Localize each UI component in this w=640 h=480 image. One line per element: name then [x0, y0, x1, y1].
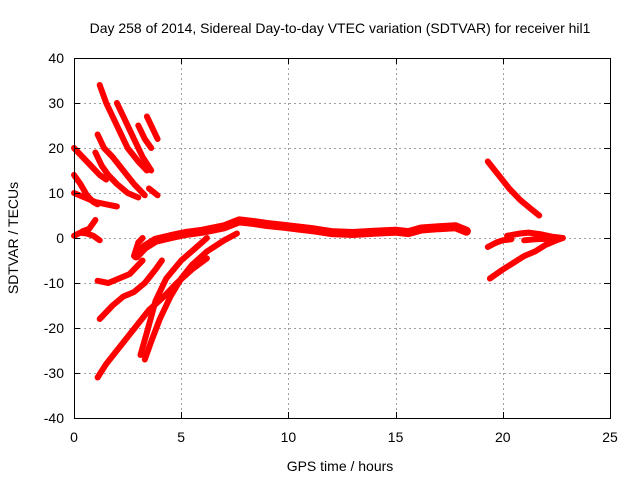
y-axis-label: SDTVAR / TECUs	[5, 182, 21, 294]
series-trace	[484, 158, 543, 219]
x-axis-label: GPS time / hours	[287, 458, 394, 474]
series-trace	[484, 236, 515, 250]
series-trace	[92, 149, 142, 201]
x-tick-label: 0	[70, 429, 78, 445]
series-trace	[79, 217, 99, 235]
y-tick-label: 30	[48, 95, 64, 111]
series-trace	[71, 145, 110, 183]
x-tick-label: 15	[388, 429, 404, 445]
y-tick-label: -30	[44, 365, 64, 381]
series-trace	[146, 185, 161, 199]
y-tick-label: 0	[56, 230, 64, 246]
series-trace	[137, 235, 210, 358]
data-series	[71, 82, 566, 381]
axis-ticks: 0 5 10 15 20 25 -40 -30 -20 -10 0 10 20 30 40	[44, 50, 618, 445]
x-tick-label: 10	[281, 429, 297, 445]
series-trace	[94, 131, 148, 199]
series-trace	[135, 122, 155, 151]
y-tick-label: 40	[48, 50, 64, 66]
y-tick-label: -10	[44, 275, 64, 291]
y-tick-label: 20	[48, 140, 64, 156]
y-tick-label: 10	[48, 185, 64, 201]
series-trace	[96, 82, 150, 174]
series-trace	[71, 229, 103, 244]
series-trace	[71, 190, 120, 210]
series-trace	[141, 230, 240, 363]
x-tick-label: 25	[602, 429, 618, 445]
x-tick-label: 20	[495, 429, 511, 445]
chart-title: Day 258 of 2014, Sidereal Day-to-day VTE…	[90, 20, 591, 36]
series-trace	[131, 216, 471, 261]
series-trace	[131, 235, 146, 259]
y-tick-label: -20	[44, 320, 64, 336]
series-trace	[521, 235, 560, 244]
series-trace	[143, 113, 161, 142]
series-trace	[113, 100, 155, 174]
series-trace	[96, 257, 165, 322]
series-trace	[94, 257, 146, 286]
x-tick-label: 5	[177, 429, 185, 445]
y-tick-label: -40	[44, 410, 64, 426]
grid	[74, 58, 610, 418]
